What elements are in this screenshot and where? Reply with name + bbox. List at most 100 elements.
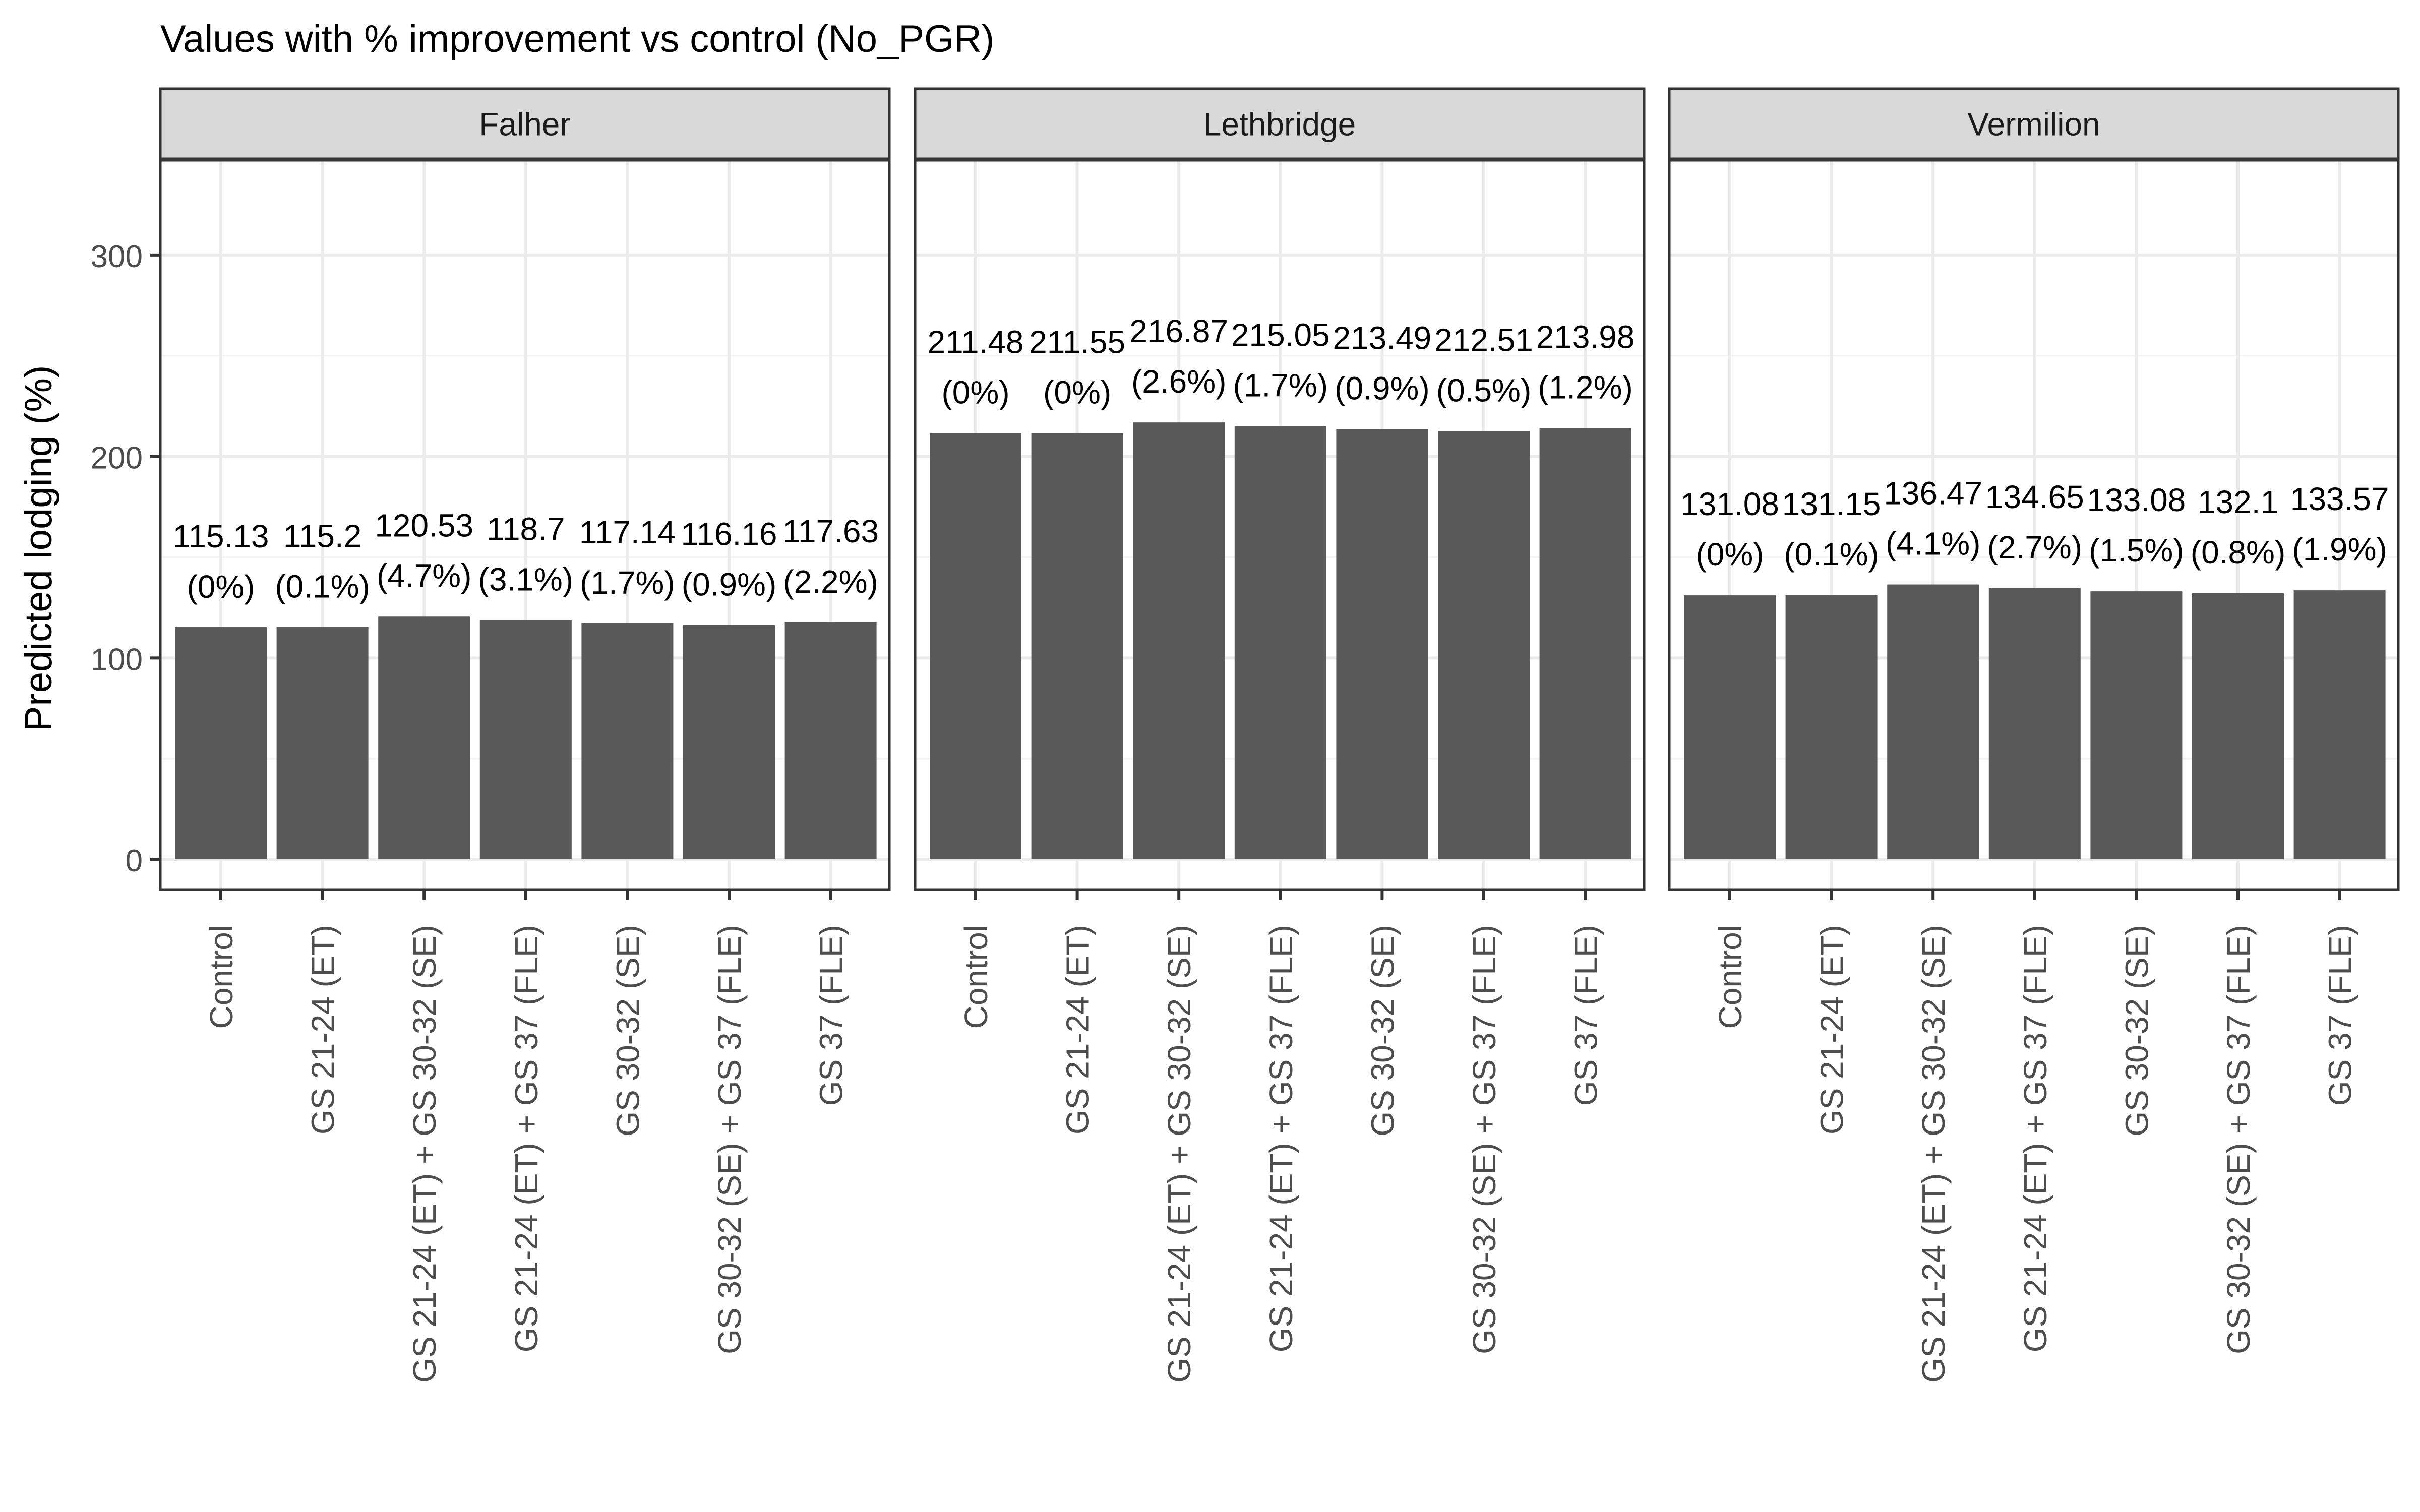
- bar-value-label: 131.15: [1782, 486, 1881, 522]
- facet-panels: 115.13(0%)115.2(0.1%)120.53(4.7%)118.7(3…: [159, 87, 2400, 1383]
- bar-improvement-label: (0%): [1043, 374, 1111, 410]
- facet-panel: 211.48 (0%) 211.55 (0%) 216.87 (2.6%)215.05 (1…: [914, 87, 1646, 1383]
- bar-improvement-label: (0.1%): [1784, 536, 1879, 573]
- bar: [1336, 429, 1428, 860]
- x-category-label: GS 21-24 (ET): [305, 925, 341, 1135]
- bar-improvement-label: (0%): [941, 374, 1009, 411]
- y-tick-label: 0: [126, 844, 143, 878]
- x-category-label: Control: [1712, 925, 1748, 1029]
- bar-improvement-label: (4.1%): [1886, 526, 1981, 562]
- bar: [276, 627, 369, 860]
- x-category-label: GS 21-24 (ET) + GS 30-32 (SE): [406, 925, 443, 1383]
- facet-panel: 115.13 (0%) 115.2 (0.1%)120.53 (4.7%) 118.7 (3…: [159, 87, 891, 1383]
- x-category-label: GS 37 (FLE): [2322, 925, 2358, 1106]
- bar: [1785, 595, 1878, 860]
- bar: [930, 433, 1021, 860]
- bar-value-label: 213.49: [1333, 320, 1432, 356]
- bar-value-label: 216.87: [1129, 313, 1228, 349]
- bar: [1031, 433, 1123, 860]
- bar-value-label: 117.63: [782, 513, 879, 549]
- bar-improvement-label: (4.7%): [377, 557, 472, 594]
- x-category-label: GS 21-24 (ET) + GS 37 (FLE): [2017, 925, 2053, 1352]
- facet-panel: 131.08 (0%) 131.15 (0.1%)136.47 (4.1%)134.65…: [1668, 87, 2400, 1383]
- bar: [1438, 431, 1530, 860]
- x-category-label: GS 30-32 (SE): [2119, 925, 2155, 1137]
- bar-value-label: 211.55: [1029, 324, 1125, 360]
- bar-improvement-label: (0.5%): [1436, 372, 1532, 409]
- bar-improvement-label: (0.9%): [682, 566, 777, 603]
- bar-value-label: 117.14: [579, 514, 676, 550]
- x-category-label: GS 21-24 (ET) + GS 37 (FLE): [508, 925, 544, 1352]
- bar: [1133, 422, 1225, 860]
- y-tick-label: 100: [91, 642, 143, 677]
- facet-strip: [914, 87, 1646, 160]
- x-category-label: GS 37 (FLE): [1568, 925, 1604, 1106]
- bar-value-label: 116.16: [681, 516, 777, 552]
- x-category-label: GS 30-32 (SE) + GS 37 (FLE): [1466, 925, 1502, 1354]
- x-category-label: GS 30-32 (SE): [610, 925, 646, 1137]
- bar-value-label: 118.7: [487, 511, 565, 547]
- bar-value-label: 136.47: [1884, 475, 1982, 512]
- bar: [1539, 428, 1631, 860]
- bar-value-label: 215.05: [1231, 317, 1330, 353]
- x-category-label: GS 21-24 (ET) + GS 37 (FLE): [1263, 925, 1299, 1352]
- bar-improvement-label: (0%): [1696, 536, 1764, 573]
- bar-improvement-label: (1.9%): [2292, 531, 2387, 568]
- y-axis: 0 100 200 300: [91, 239, 160, 878]
- facet-strip-label: Falher: [479, 106, 570, 143]
- x-category-label: GS 21-24 (ET) + GS 30-32 (SE): [1915, 925, 1952, 1383]
- bar-value-label: 212.51: [1434, 322, 1533, 358]
- bar: [2090, 591, 2183, 860]
- bar-improvement-label: (1.7%): [580, 564, 675, 601]
- chart-title: Values with % improvement vs control (No…: [160, 18, 994, 60]
- bar-improvement-label: (2.6%): [1131, 363, 1227, 400]
- bar: [2293, 590, 2386, 860]
- x-category-label: Control: [203, 925, 239, 1029]
- bar: [1234, 426, 1326, 860]
- bar-improvement-label: (3.1%): [478, 561, 574, 598]
- x-category-label: GS 21-24 (ET) + GS 30-32 (SE): [1161, 925, 1197, 1383]
- bar: [2192, 593, 2284, 860]
- facet-strip-label: Vermilion: [1967, 106, 2100, 143]
- x-category-label: GS 30-32 (SE) + GS 37 (FLE): [2220, 925, 2257, 1354]
- y-axis-title: Predicted lodging (%): [17, 365, 60, 732]
- bar-value-label: 134.65: [1985, 479, 2084, 515]
- bar: [784, 622, 877, 860]
- bar-value-label: 131.08: [1680, 486, 1779, 522]
- facet-strip: [159, 87, 891, 160]
- x-category-label: GS 30-32 (SE) + GS 37 (FLE): [711, 925, 748, 1354]
- facet-strip: [1668, 87, 2400, 160]
- bar-value-label: 213.98: [1536, 319, 1635, 355]
- bar-improvement-label: (0.8%): [2191, 534, 2286, 571]
- y-tick-label: 300: [91, 239, 143, 274]
- bar: [581, 623, 674, 860]
- bar-value-label: 133.57: [2290, 481, 2389, 517]
- bar: [1887, 584, 1979, 860]
- bar: [175, 627, 267, 860]
- bar-improvement-label: (2.2%): [783, 563, 878, 600]
- bar-value-label: 132.1: [2198, 484, 2278, 520]
- bar-improvement-label: (1.7%): [1233, 367, 1328, 403]
- bar-value-label: 115.13: [173, 518, 269, 554]
- bar: [1684, 595, 1776, 860]
- x-category-label: GS 21-24 (ET): [1814, 925, 1850, 1135]
- bar-value-label: 211.48: [928, 324, 1024, 360]
- bar-improvement-label: (1.5%): [2089, 532, 2184, 569]
- bar-improvement-label: (1.2%): [1538, 369, 1633, 406]
- bar: [1988, 588, 2081, 860]
- y-tick-label: 200: [91, 441, 143, 476]
- bar-improvement-label: (0.1%): [275, 569, 370, 605]
- x-category-label: GS 21-24 (ET): [1060, 925, 1096, 1135]
- bar: [683, 625, 775, 860]
- bar: [378, 616, 470, 860]
- bar: [479, 620, 572, 860]
- x-category-label: Control: [958, 925, 994, 1029]
- bar-improvement-label: (0.9%): [1335, 370, 1430, 407]
- bar-value-label: 133.08: [2087, 482, 2186, 518]
- bar-value-label: 115.2: [283, 518, 361, 554]
- bar-improvement-label: (2.7%): [1987, 529, 2083, 565]
- x-category-label: GS 30-32 (SE): [1364, 925, 1401, 1137]
- x-category-label: GS 37 (FLE): [813, 925, 850, 1106]
- facet-strip-label: Lethbridge: [1203, 106, 1356, 143]
